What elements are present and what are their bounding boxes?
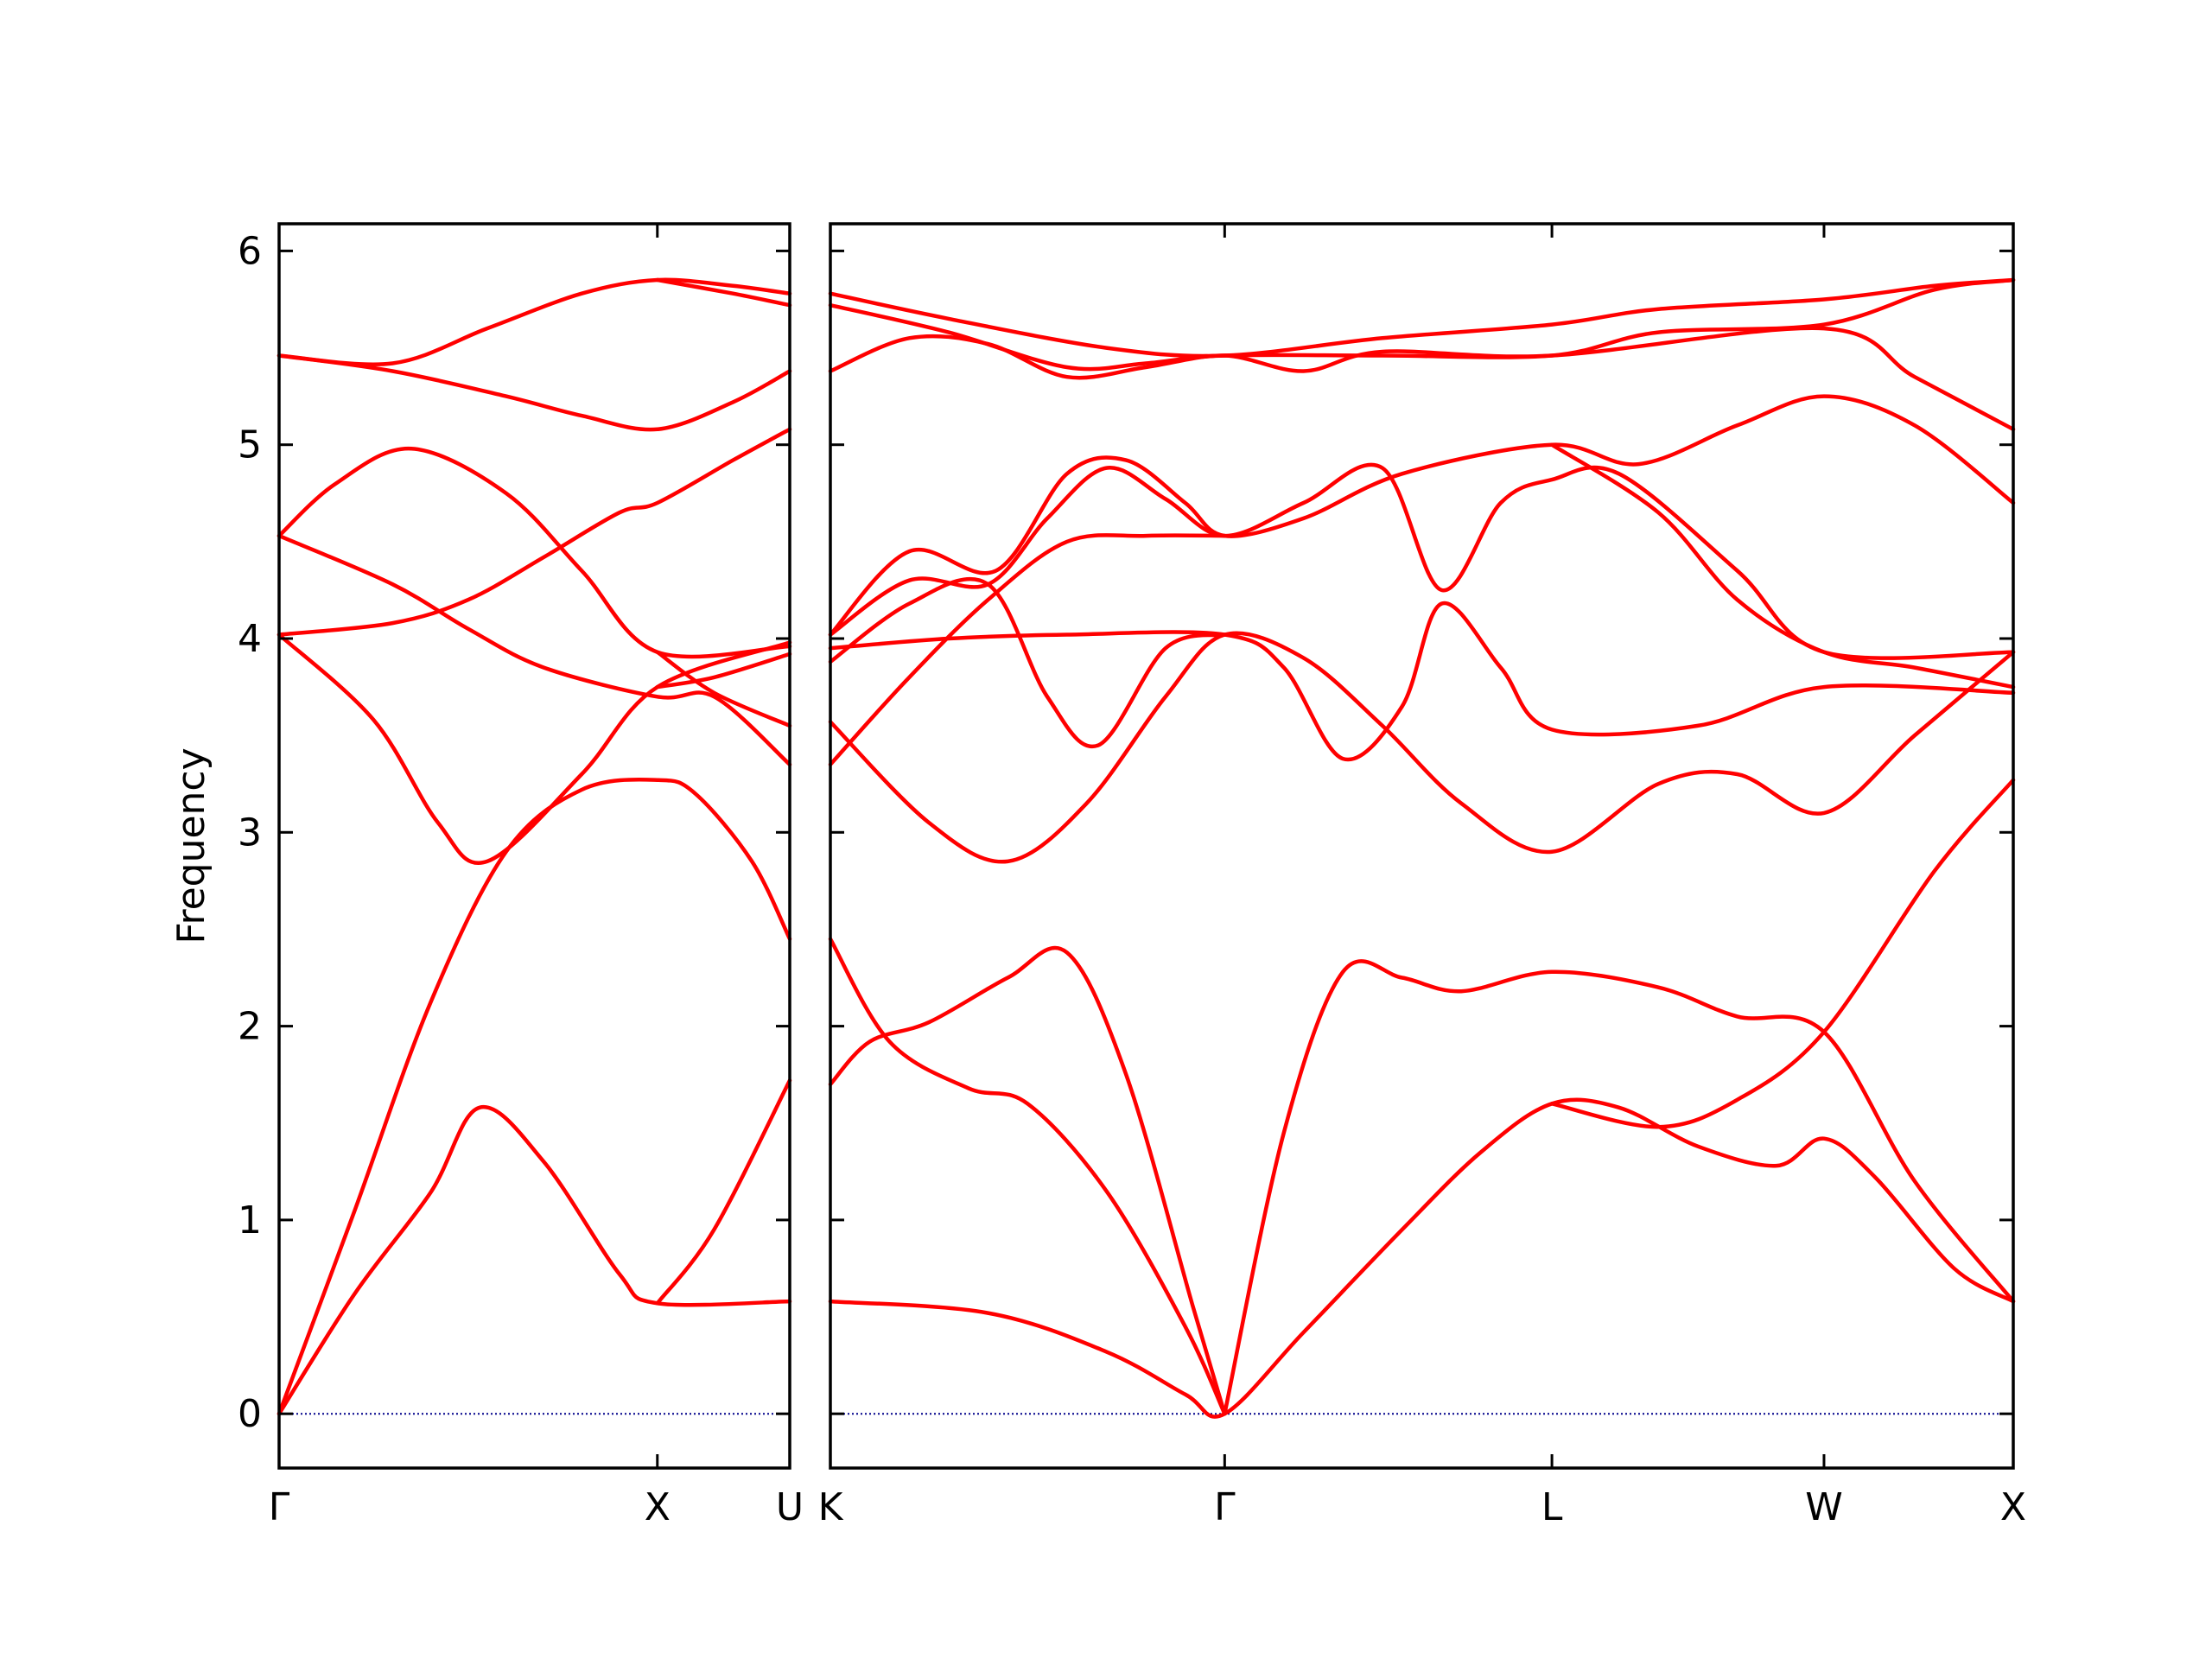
band-line-1-7 (828, 601, 2016, 762)
band-line-1-2 (828, 937, 1227, 1416)
band-line-0-10 (655, 650, 792, 728)
panel-gamma-x-u: 0 1 2 3 4 5 6 Γ X U (238, 222, 804, 1529)
band-line-0-1 (276, 777, 792, 1416)
band-line-1-11 (828, 326, 2016, 432)
band-line-0-6 (276, 353, 792, 432)
y-tick-label: 0 (238, 1392, 262, 1436)
plot-frame (277, 222, 791, 1470)
band-line-0-9 (655, 652, 792, 690)
y-tick-label: 4 (238, 617, 262, 661)
band-line-0-4 (276, 427, 792, 637)
x-tick-label: W (1805, 1485, 1843, 1529)
x-tick-label: X (2000, 1485, 2026, 1529)
band-line-0-8 (655, 277, 792, 308)
band-line-1-5 (828, 533, 1227, 767)
x-tick-label: U (776, 1485, 804, 1529)
band-line-1-1 (828, 945, 1227, 1416)
x-tick-label: L (1541, 1485, 1563, 1529)
band-line-1-0 (828, 1097, 2016, 1419)
band-line-0-7 (276, 277, 792, 366)
x-tick-label: Γ (1214, 1485, 1236, 1529)
band-line-1-3 (1223, 959, 2016, 1416)
band-line-1-12 (828, 277, 2016, 372)
y-tick-label: 5 (238, 423, 262, 467)
band-line-0-11 (655, 1078, 792, 1306)
band-line-1-4 (1549, 778, 2016, 1129)
y-tick-label: 1 (238, 1198, 262, 1243)
y-tick-label: 6 (238, 229, 262, 273)
band-line-1-13 (828, 277, 2016, 359)
x-tick-label: Γ (269, 1485, 290, 1529)
band-line-1-6 (828, 631, 2016, 864)
band-line-0-2 (276, 632, 792, 865)
plot-frame (829, 222, 2015, 1470)
band-line-1-9 (828, 462, 2016, 660)
band-line-1-10 (828, 394, 2016, 637)
y-axis-title: Frequency (169, 747, 213, 944)
band-line-1-14 (1549, 442, 2016, 690)
band-line-0-5 (276, 446, 792, 659)
x-tick-label: X (645, 1485, 671, 1529)
y-tick-label: 3 (238, 810, 262, 855)
x-tick-label: K (818, 1485, 844, 1529)
band-line-1-8 (828, 576, 1227, 749)
band-line-0-3 (276, 533, 792, 767)
band-line-0-0 (276, 1104, 792, 1416)
y-tick-label: 2 (238, 1005, 262, 1049)
